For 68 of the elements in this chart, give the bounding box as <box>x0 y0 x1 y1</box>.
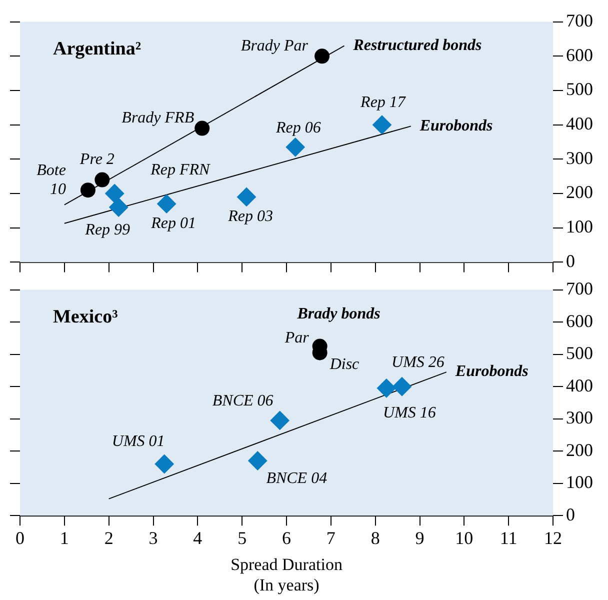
x-tick-label: 12 <box>544 528 562 548</box>
annotation: Disc <box>328 356 360 373</box>
point <box>392 377 412 396</box>
x-tick-label: 11 <box>500 528 518 548</box>
x-axis-title: Spread Duration (In years) <box>230 554 343 594</box>
y-tick-label: 600 <box>566 44 593 65</box>
series-label: Eurobonds <box>454 363 528 380</box>
y-tick-label: 400 <box>566 114 593 134</box>
point <box>237 187 256 206</box>
point <box>194 120 210 136</box>
annotation: Brady Par <box>240 37 309 54</box>
point <box>372 115 392 134</box>
annotation: UMS 01 <box>112 433 165 450</box>
x-tick-label: 1 <box>60 528 69 548</box>
y-tick-label: 300 <box>566 408 593 428</box>
x-tick-label: 5 <box>238 528 247 548</box>
point <box>80 182 96 198</box>
series-label: Eurobonds <box>418 117 493 134</box>
y-tick-label: 0 <box>566 504 575 524</box>
y-tick-label: 700 <box>566 10 593 31</box>
annotation: UMS 16 <box>382 404 436 422</box>
y-tick-label: 400 <box>566 375 593 396</box>
annotation: Par <box>284 329 310 346</box>
text: Mexico³ <box>53 306 118 328</box>
annotation: BNCE 06 <box>212 392 274 410</box>
annotation: Rep 01 <box>150 215 196 232</box>
annotation: Bote 10 <box>36 162 66 198</box>
point <box>157 194 176 214</box>
annotation: BNCE 04 <box>266 470 328 487</box>
x-tick-label: 7 <box>326 528 336 548</box>
x-tick-label: 6 <box>282 528 291 548</box>
point <box>376 378 396 398</box>
point <box>314 48 330 64</box>
text: Argentina² <box>53 38 142 60</box>
point <box>109 198 128 217</box>
point <box>248 451 268 470</box>
x-tick-label: 10 <box>455 528 474 548</box>
annotation: Rep 03 <box>227 208 273 226</box>
y-tick-label: 700 <box>566 278 593 299</box>
annotation: Pre 2 <box>78 150 114 168</box>
series-label: Brady bonds <box>296 305 380 322</box>
x-tick-label: 9 <box>415 528 424 548</box>
y-tick-label: 200 <box>566 182 593 202</box>
x-tick-label: 8 <box>370 528 380 548</box>
annotation: Rep 06 <box>274 119 321 136</box>
point <box>94 172 110 188</box>
y-tick-label: 0 <box>566 250 575 271</box>
y-tick-label: 500 <box>566 79 593 100</box>
y-tick-label: 500 <box>566 343 593 364</box>
annotation: UMS 26 <box>392 354 444 371</box>
x-tick-label: 3 <box>148 528 158 548</box>
y-tick-label: 200 <box>566 440 593 460</box>
x-tick-label: 0 <box>16 528 24 548</box>
annotation: Rep FRN <box>150 162 212 179</box>
point <box>105 184 124 204</box>
y-tick-label: 300 <box>566 148 593 168</box>
annotation: Brady FRB <box>122 109 194 126</box>
series-label: Restructured bonds <box>352 36 482 54</box>
point <box>154 454 174 474</box>
y-tick-label: 600 <box>566 310 593 331</box>
y-tick-label: 100 <box>566 472 593 492</box>
point <box>270 410 290 430</box>
point <box>286 138 305 157</box>
x-tick-label: 4 <box>193 528 202 548</box>
annotation: Rep 99 <box>84 221 130 238</box>
annotation: Rep 17 <box>360 94 406 112</box>
y-tick-label: 100 <box>566 216 593 237</box>
x-tick-label: 2 <box>104 528 114 548</box>
